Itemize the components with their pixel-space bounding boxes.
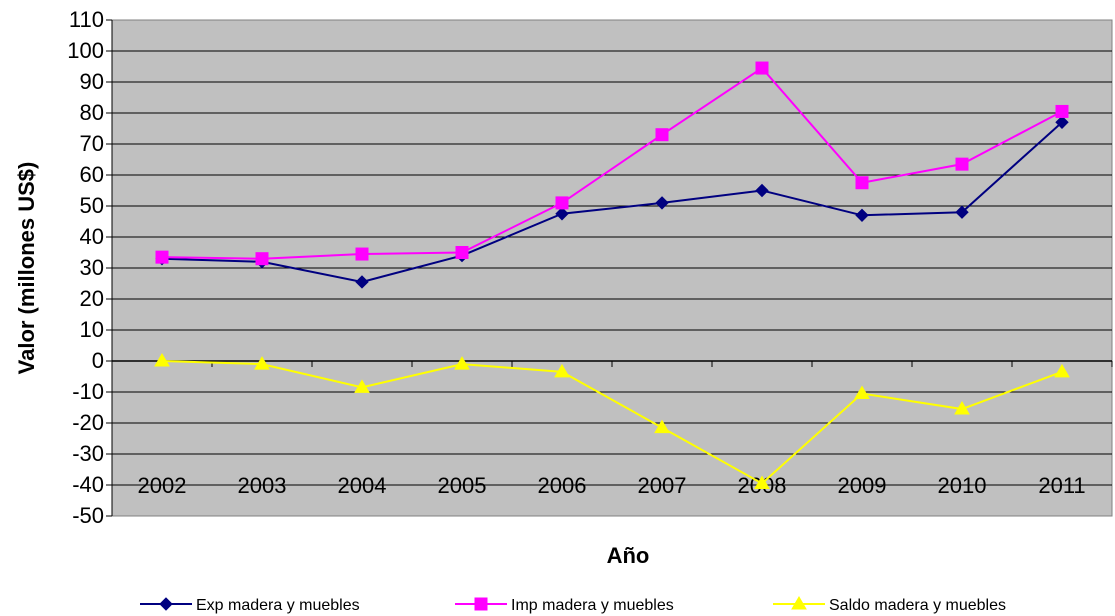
data-point — [854, 385, 870, 400]
legend-label: Saldo madera y muebles — [829, 597, 1006, 614]
data-point — [655, 128, 669, 142]
data-point — [155, 250, 169, 264]
y-tick-label: 60 — [80, 162, 104, 187]
series-3 — [154, 353, 1070, 489]
x-tick-labels: 2002200320042005200620072008200920102011 — [138, 473, 1086, 498]
gridlines — [112, 50, 1112, 486]
data-point — [554, 363, 570, 378]
y-tick-label: -30 — [72, 441, 104, 466]
y-tick-label: 100 — [67, 38, 104, 63]
x-axis-title: Año — [607, 543, 650, 568]
data-point — [954, 401, 970, 415]
data-point — [455, 246, 469, 259]
y-tick-label: -50 — [72, 503, 104, 528]
x-tick-label: 2007 — [638, 473, 687, 498]
y-tick-label: 20 — [80, 286, 104, 311]
legend-item: Saldo madera y muebles — [773, 596, 1006, 614]
data-point — [855, 176, 869, 190]
legend-item: Exp madera y muebles — [140, 597, 360, 614]
series-line — [161, 121, 1063, 283]
y-tick-label: 40 — [80, 224, 104, 249]
data-point — [755, 183, 769, 198]
y-tick-label: 0 — [92, 348, 104, 373]
legend-label: Exp madera y muebles — [196, 597, 360, 614]
data-point — [355, 275, 369, 289]
y-tick-label: -40 — [72, 472, 104, 497]
legend: Exp madera y muebles Imp madera y muebles… — [140, 596, 1006, 614]
y-tick-label: 90 — [80, 69, 104, 94]
data-point — [655, 196, 669, 210]
x-tick-label: 2005 — [438, 473, 487, 498]
series-2 — [155, 61, 1069, 266]
legend-swatch-marker — [159, 597, 173, 611]
data-point — [855, 208, 869, 223]
data-point — [1055, 115, 1069, 130]
series-lines — [154, 61, 1070, 489]
data-point — [654, 419, 670, 434]
data-point — [154, 353, 170, 367]
x-tick-label: 2004 — [338, 473, 387, 498]
y-tick-label: 110 — [69, 7, 104, 32]
y-tick-label: 10 — [80, 317, 104, 342]
axes — [106, 19, 1113, 517]
data-point — [955, 157, 969, 171]
x-tick-label: 2003 — [238, 473, 287, 498]
data-point — [555, 207, 569, 221]
data-point — [254, 356, 270, 370]
series-line — [161, 66, 1063, 260]
data-point — [255, 252, 269, 266]
y-tick-label: -10 — [72, 379, 104, 404]
data-point — [755, 61, 769, 75]
y-tick-label: 80 — [80, 100, 104, 125]
legend-label: Imp madera y muebles — [511, 597, 674, 614]
x-tick-label: 2010 — [938, 473, 987, 498]
legend-item: Imp madera y muebles — [455, 597, 674, 614]
y-tick-label: 30 — [80, 255, 104, 280]
legend-swatch-marker — [791, 596, 807, 610]
data-point — [555, 196, 569, 210]
series-line — [161, 360, 1063, 485]
data-point — [355, 247, 369, 261]
y-axis-title: Valor (millones US$) — [14, 162, 39, 375]
data-point — [454, 356, 470, 370]
x-tick-label: 2009 — [838, 473, 887, 498]
data-point — [1055, 104, 1069, 118]
x-tick-label: 2002 — [138, 473, 187, 498]
data-point — [354, 379, 370, 393]
y-tick-label: -20 — [72, 410, 104, 435]
data-point — [1054, 363, 1070, 378]
legend-swatch-marker — [474, 597, 488, 611]
data-point — [955, 205, 969, 219]
y-tick-label: 50 — [80, 193, 104, 218]
x-tick-label: 2006 — [538, 473, 587, 498]
y-tick-label: 70 — [80, 131, 104, 156]
x-tick-label: 2011 — [1038, 473, 1085, 498]
data-point — [754, 475, 770, 489]
